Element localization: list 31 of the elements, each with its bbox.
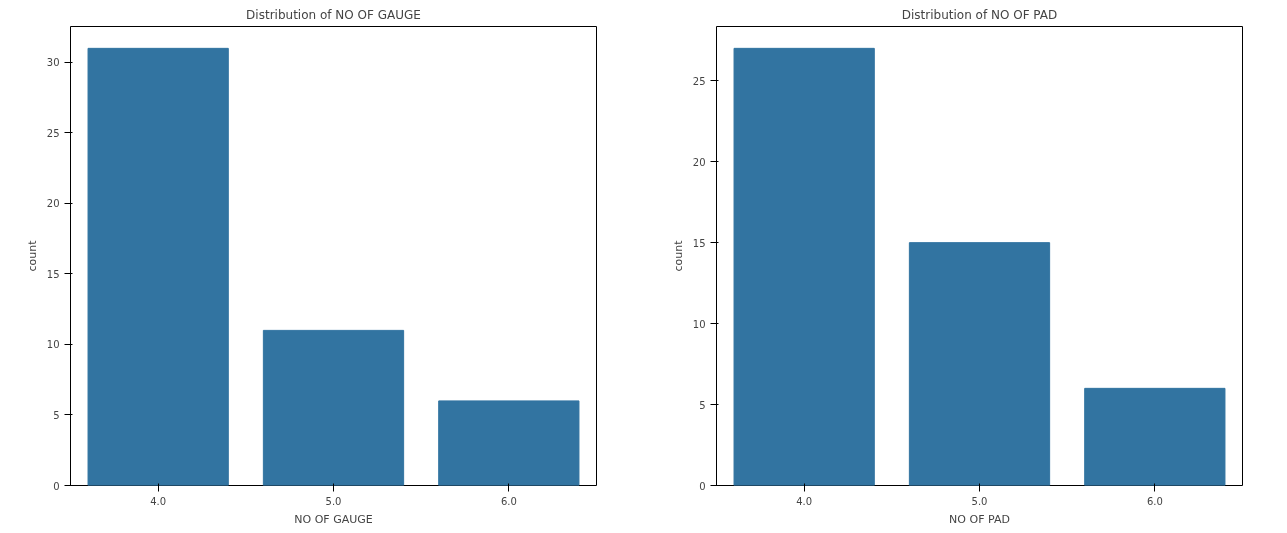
- y-tick-label: 25: [692, 75, 706, 87]
- y-tick-label: 10: [46, 339, 60, 351]
- y-axis-title: count: [25, 239, 39, 272]
- y-axis-title: count: [671, 239, 685, 272]
- y-tick-label: 20: [692, 156, 706, 168]
- y-tick-label: 15: [692, 237, 706, 249]
- x-tick-label: 4.0: [796, 495, 813, 507]
- y-tick-label: 30: [46, 57, 60, 69]
- bar: [262, 329, 405, 486]
- y-tick-label: 0: [53, 480, 60, 492]
- bar: [908, 242, 1051, 486]
- y-tick-label: 5: [699, 399, 706, 411]
- chart-title: Distribution of NO OF PAD: [901, 7, 1058, 22]
- x-tick-label: 6.0: [1146, 495, 1163, 507]
- bar: [87, 47, 229, 486]
- bar: [438, 400, 580, 486]
- y-tick-label: 5: [53, 409, 60, 421]
- chart-title: Distribution of NO OF GAUGE: [246, 7, 421, 22]
- bar: [1084, 387, 1226, 486]
- y-tick-label: 25: [46, 127, 60, 139]
- x-tick-label: 5.0: [325, 495, 342, 507]
- x-axis-title: NO OF GAUGE: [294, 512, 373, 526]
- y-tick-label: 20: [46, 198, 60, 210]
- y-tick-label: 0: [699, 480, 706, 492]
- x-tick-label: 5.0: [971, 495, 988, 507]
- x-tick-label: 4.0: [150, 495, 167, 507]
- x-tick-label: 6.0: [500, 495, 517, 507]
- y-tick-label: 15: [46, 268, 60, 280]
- y-tick-label: 10: [692, 318, 706, 330]
- bar: [733, 47, 875, 486]
- x-axis-title: NO OF PAD: [949, 512, 1010, 526]
